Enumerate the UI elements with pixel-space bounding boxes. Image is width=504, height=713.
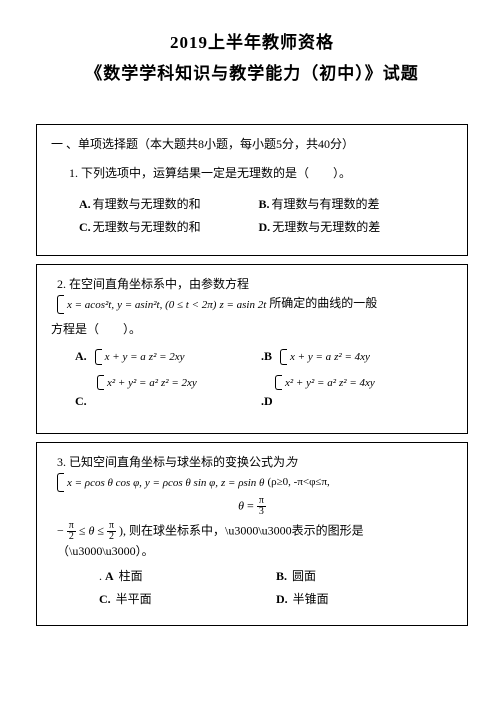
q3-stem-a: 3. 已知空间直角坐标与球坐标的变换公式为 [57,455,285,469]
q3-theta: θ = π3 [51,496,453,517]
q2-c2: z² = 2xy [161,377,197,389]
document-title: 2019上半年教师资格 《数学学科知识与教学能力（初中）》试题 [36,28,468,84]
q2-eq1: x = acos²t, [67,299,114,311]
question-2-box: 2. 在空间直角坐标系中，由参数方程 x = acos²t, y = asin²… [36,264,468,434]
q2-b-brace: x + y = a z² = 4xy [280,349,370,364]
q2-option-d-brace: x² + y² = a² z² = 4xy [261,375,453,390]
q2-option-a: A. x + y = a z² = 2xy [69,349,261,364]
q3-eq2: y = ρcos θ sin φ, [145,477,218,489]
q3-transform-brace: x = ρcos θ cos φ, y = ρcos θ sin φ, z = … [57,473,264,492]
title-line-1: 2019上半年教师资格 [36,28,468,53]
q3-c-text: 半平面 [116,592,152,606]
q2-option-c-brace: x² + y² = a² z² = 2xy [69,375,261,390]
q3-option-b: B. 圆面 [276,567,453,584]
q2-b1: x + y = a [290,351,331,363]
q3-row-ab: . A 柱面 B. 圆面 [99,567,453,584]
q2-d-brace: x² + y² = a² z² = 4xy [275,375,375,390]
q2-c-label: C. [69,394,261,409]
q2-c-brace: x² + y² = a² z² = 2xy [97,375,197,390]
q3-a-text: 柱面 [119,569,143,583]
q2-a1: x + y = a [105,351,146,363]
q2-a-brace: x + y = a z² = 2xy [95,349,185,364]
q3-option-d: D. 半锥面 [276,590,453,607]
section-heading: 一 、单项选择题（本大题共8小题，每小题5分，共40分） [51,135,453,152]
q2-eq3: z = asin 2t [219,299,266,311]
q1-a-text: 有理数与无理数的和 [93,197,201,211]
q2-a2: z² = 2xy [149,351,185,363]
q1-c-text: 无理数与无理数的和 [93,220,201,234]
q1-row-cd: C.无理数与无理数的和 D.无理数与无理数的差 [79,218,453,235]
q1-option-d: D.无理数与无理数的差 [259,218,453,235]
q2-stem-b: 所确定的曲线的一般 [269,296,377,310]
q3-eq1: x = ρcos θ cos φ, [67,477,142,489]
q3-stem: 3. 已知空间直角坐标与球坐标的变换公式为为 x = ρcos θ cos φ,… [57,453,453,492]
question-1-box: 一 、单项选择题（本大题共8小题，每小题5分，共40分） 1. 下列选项中，运算… [36,124,468,256]
q1-b-text: 有理数与有理数的差 [272,197,380,211]
q1-stem: 1. 下列选项中，运算结果一定是无理数的是（ ）。 [69,164,453,181]
q3-d-text: 半锥面 [293,592,329,606]
q3-b-text: 圆面 [292,569,316,583]
q2-d-label: .D [261,394,453,409]
q2-stem: 2. 在空间直角坐标系中，由参数方程 x = acos²t, y = asin²… [57,275,453,314]
q2-option-b: .B x + y = a z² = 4xy [261,349,453,364]
q2-stem-c: 方程是（ ）。 [51,320,453,339]
q2-c1: x² + y² = a² [107,377,158,389]
q2-d1: x² + y² = a² [285,377,336,389]
q1-row-ab: A.有理数与无理数的和 B.有理数与有理数的差 [79,195,453,212]
q3-row-cd: C. 半平面 D. 半锥面 [99,590,453,607]
q3-range-line: − π2 ≤ θ ≤ π2 ), 则在球坐标系中，\u3000\u3000表示的… [57,521,453,561]
q3-eq3: z = ρsin θ [221,477,264,489]
q2-row-ab: A. x + y = a z² = 2xy .B x + y = a z² = … [69,349,453,364]
q2-b2: z² = 4xy [334,351,370,363]
q3-cond: (ρ≥0, -π<φ≤π, [267,476,329,488]
q3-option-c: C. 半平面 [99,590,276,607]
q2-param-brace: x = acos²t, y = asin²t, (0 ≤ t < 2π) z =… [57,295,266,314]
question-3-box: 3. 已知空间直角坐标与球坐标的变换公式为为 x = ρcos θ cos φ,… [36,442,468,626]
q2-eq2: y = asin²t, (0 ≤ t < 2π) [117,299,216,311]
title-line-2: 《数学学科知识与教学能力（初中）》试题 [36,59,468,84]
q2-row-cd-labels: C. .D [69,394,453,409]
q1-option-a: A.有理数与无理数的和 [79,195,259,212]
q2-d2: z² = 4xy [339,377,375,389]
q2-row-cd-braces: x² + y² = a² z² = 2xy x² + y² = a² z² = … [69,375,453,390]
q1-d-text: 无理数与无理数的差 [272,220,380,234]
q1-option-b: B.有理数与有理数的差 [259,195,453,212]
q1-option-c: C.无理数与无理数的和 [79,218,259,235]
q3-option-a: . A 柱面 [99,567,276,584]
q2-stem-a: 2. 在空间直角坐标系中，由参数方程 [57,277,249,291]
